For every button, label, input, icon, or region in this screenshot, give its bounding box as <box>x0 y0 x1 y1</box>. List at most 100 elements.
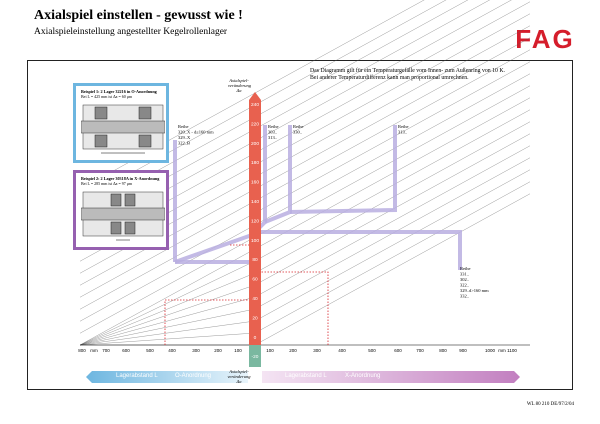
series-label-3-line-1: Reihe <box>293 124 304 129</box>
series-label-5-line-1: Reihe <box>460 266 471 271</box>
grid-line-right <box>254 97 531 250</box>
series-line-1 <box>174 230 462 270</box>
series-line-4 <box>289 125 397 214</box>
axis-top-label-1: Axialspiel- <box>229 78 249 83</box>
axis-top-label: Axialspiel- veränderung Δa <box>228 78 251 93</box>
series-label-4-line-2: 313.. <box>398 130 407 135</box>
grid-line-left <box>79 308 256 346</box>
left-axis-tick: 700 <box>102 348 110 353</box>
right-axis-tick: 1000 <box>485 348 496 353</box>
axis-bottom-label-1: Axialspiel- <box>229 369 249 374</box>
left-axis-tick: 800 <box>78 348 86 353</box>
axis-bottom-label-2: veränderung <box>227 374 251 379</box>
grid-line-right <box>254 73 531 226</box>
series-label-1-line-2: 320..X - d≤160 mm <box>178 130 214 135</box>
axis-top-label-2: veränderung <box>228 83 251 88</box>
series-label-2-line-1: Reihe <box>268 124 279 129</box>
left-axis-tick: 400 <box>168 348 176 353</box>
right-axis-tick: 200 <box>289 348 297 353</box>
scale-tick-label: 240 <box>251 102 259 108</box>
scale-tick-label: 220 <box>251 121 259 127</box>
example-x-subtitle: Bei L = 285 mm ist Δa = 97 µm <box>81 181 133 186</box>
grid-line-right <box>254 61 531 214</box>
series-label-3-line-2: 330.. <box>293 130 302 135</box>
right-axis-tick: 600 <box>394 348 402 353</box>
grid-line-left <box>79 212 256 310</box>
grid-line-right <box>254 181 531 334</box>
left-axis-tick: 300 <box>192 348 200 353</box>
grid-line-left <box>79 224 256 322</box>
grid-line-right <box>254 0 425 94</box>
band-x-arrow <box>262 371 520 383</box>
grid-line-right <box>254 0 490 130</box>
right-axis-tick: 900 <box>459 348 467 353</box>
grid-line-right <box>254 193 531 346</box>
right-axis-tick: 100 <box>266 348 274 353</box>
grid-line-right <box>254 0 447 106</box>
scale-tick-label: 160 <box>251 180 259 186</box>
grid-line-left <box>79 260 256 346</box>
left-axis-tick: 200 <box>214 348 222 353</box>
example-x-title: Beispiel 2: 2 Lager 30318A in X-Anordnun… <box>81 176 160 181</box>
grid-line-right <box>254 0 512 142</box>
grid-line-left <box>79 272 256 346</box>
axis-top-label-3: Δa <box>236 88 242 93</box>
central-scale-bar-red <box>249 100 261 345</box>
grid-line-right <box>254 49 531 202</box>
example-o-arrangement: Beispiel 1: 2 Lager 32216 in O-Anordnung… <box>73 83 169 163</box>
scale-tick-label: 0 <box>254 335 257 341</box>
scale-tick-label: 140 <box>251 199 259 205</box>
grid-line-left <box>79 284 256 346</box>
left-axis-tick: 600 <box>122 348 130 353</box>
scale-tick-label: -40 <box>252 374 259 380</box>
grid-line-right <box>254 1 531 154</box>
scale-tick-label: 180 <box>251 160 259 166</box>
example-o-title: Beispiel 1: 2 Lager 32216 in O-Anordnung <box>81 89 157 94</box>
scale-tick-label: 20 <box>252 315 258 321</box>
grid-line-left <box>79 320 256 346</box>
grid-line-left <box>79 332 256 346</box>
page-subtitle: Axialspieleinstellung angestellter Kegel… <box>34 27 228 37</box>
grid-line-right <box>254 0 469 118</box>
right-axis-tick: 800 <box>439 348 447 353</box>
left-axis-tick: mm <box>90 348 98 353</box>
document-code: WL 80 210 DE/97/2/04 <box>526 402 574 407</box>
series-label-5-line-3: 302.. <box>460 277 469 282</box>
scale-tick-label: 100 <box>251 238 259 244</box>
series-label-2-line-3: 313.. <box>268 135 277 140</box>
right-axis-tick: mm <box>498 348 506 353</box>
scale-tick-label: -20 <box>252 354 259 360</box>
grid-line-right <box>254 25 531 178</box>
grid-line-right <box>254 37 531 190</box>
series-label-5-line-2: 331.. <box>460 272 469 277</box>
example-x-construction-line <box>252 271 329 345</box>
right-axis-tick: 300 <box>313 348 321 353</box>
series-label-5-line-5: 329..d>160 mm <box>460 288 489 293</box>
left-axis-tick: 500 <box>146 348 154 353</box>
note-line-2: Bei anderer Temperaturdifferenz kann man… <box>310 75 469 81</box>
logo-text: FAG <box>515 24 574 54</box>
page-title: Axialspiel einstellen - gewusst wie ! <box>34 8 243 23</box>
band-o-arrow <box>86 371 248 383</box>
scale-tick-label: 200 <box>251 141 259 147</box>
right-axis-tick: 400 <box>338 348 346 353</box>
scale-tick-label: 40 <box>252 296 258 302</box>
central-scale-arrow <box>249 92 261 100</box>
series-label-4-line-1: Reihe <box>398 124 409 129</box>
grid-line-left <box>79 296 256 346</box>
grid-line-left <box>79 236 256 334</box>
grid-line-left <box>79 248 256 346</box>
series-label-1-line-4: 322..B <box>178 141 190 146</box>
grid-line-right <box>254 109 531 262</box>
grid-line-right <box>254 145 531 298</box>
example-o-subtitle: Bei L = 425 mm ist Δa = 60 µm <box>81 94 133 99</box>
scale-tick-label: 60 <box>252 277 258 283</box>
bearing-o-drawing <box>81 104 165 154</box>
band-o-arrangement: O-Anordnung <box>175 373 212 379</box>
right-axis-tick: 500 <box>368 348 376 353</box>
right-axis-tick: 700 <box>416 348 424 353</box>
diagram-note: Das Diagramm gilt für ein Temperaturgefä… <box>310 68 550 82</box>
series-label-5-line-6: 332.. <box>460 294 469 299</box>
bearing-x-drawing <box>81 191 165 241</box>
